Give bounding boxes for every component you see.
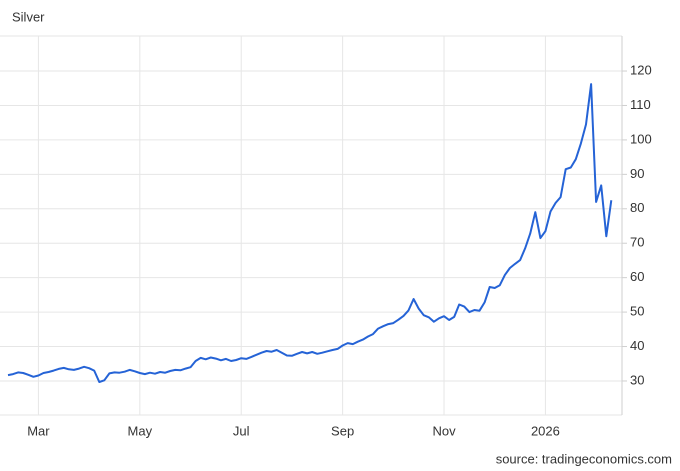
y-tick-label: 120 — [630, 62, 652, 77]
x-tick-label: 2026 — [531, 423, 560, 438]
x-tick-label: Sep — [331, 423, 354, 438]
x-tick-label: Mar — [27, 423, 50, 438]
x-tick-label: Nov — [432, 423, 456, 438]
chart-title: Silver — [12, 9, 45, 24]
y-tick-label: 40 — [630, 338, 644, 353]
y-tick-label: 110 — [630, 97, 651, 112]
y-tick-label: 30 — [630, 372, 644, 387]
x-tick-label: May — [128, 423, 153, 438]
y-tick-label: 60 — [630, 269, 644, 284]
y-tick-label: 70 — [630, 235, 644, 250]
y-tick-label: 50 — [630, 304, 644, 319]
y-tick-label: 80 — [630, 200, 644, 215]
price-line — [7, 83, 613, 383]
x-tick-label: Jul — [233, 423, 250, 438]
source: source: tradingeconomics.com — [496, 451, 672, 466]
y-tick-label: 90 — [630, 166, 644, 181]
y-tick-label: 100 — [630, 131, 652, 146]
